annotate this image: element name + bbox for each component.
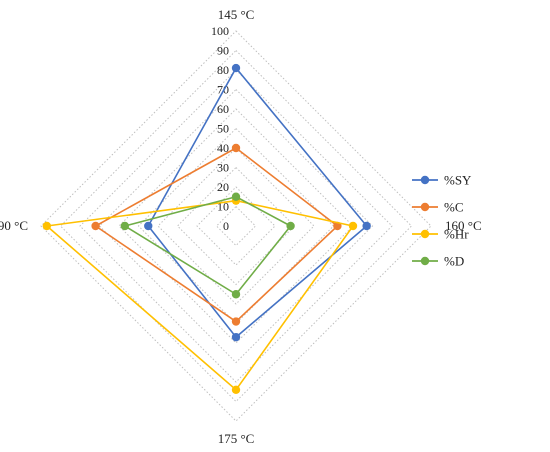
data-point-2-2 (231, 385, 241, 394)
grid-ring-70 (98, 88, 374, 364)
grid-ring-10 (215, 205, 257, 247)
series-line-3 (124, 195, 292, 296)
series-0 (144, 63, 371, 342)
grid-ring-30 (176, 166, 296, 286)
legend-marker-1 (420, 202, 430, 212)
grid-ring-50 (137, 127, 335, 325)
data-point-3-1 (286, 221, 295, 231)
data-point-2-1 (348, 221, 358, 231)
tick-label-40: 40 (217, 141, 229, 155)
legend: %SY %C %Hr %D (412, 173, 472, 269)
tick-label-90: 90 (217, 44, 229, 58)
axis-label-1: 160 °C (445, 218, 482, 233)
legend-label-2: %Hr (444, 227, 469, 242)
data-point-0-0 (231, 63, 241, 73)
grid-ring-80 (79, 69, 393, 383)
tick-label-100: 100 (211, 24, 229, 38)
legend-marker-3 (420, 256, 430, 266)
grid-ring-40 (157, 147, 315, 305)
series-1 (91, 143, 342, 326)
axis-label-0: 145 °C (218, 7, 255, 22)
tick-label-0: 0 (223, 219, 229, 233)
series-3 (120, 192, 295, 299)
legend-item-3: %D (412, 254, 464, 269)
legend-marker-2 (420, 229, 430, 239)
legend-marker-0 (420, 175, 430, 185)
legend-label-3: %D (444, 254, 464, 269)
data-point-3-2 (231, 290, 241, 299)
legend-label-1: %C (444, 200, 464, 215)
legend-item-0: %SY (412, 173, 472, 188)
legend-label-0: %SY (444, 173, 472, 188)
data-point-3-3 (120, 221, 130, 231)
data-point-1-2 (231, 317, 241, 326)
tick-label-60: 60 (217, 102, 229, 116)
tick-label-50: 50 (217, 122, 229, 136)
category-axis-labels: 145 °C 160 °C 175 °C 190 °C (0, 7, 482, 446)
series-lines (42, 63, 371, 394)
grid-ring-90 (59, 49, 413, 403)
data-point-0-1 (362, 221, 371, 231)
data-point-1-3 (91, 221, 100, 231)
data-point-3-0 (231, 192, 241, 201)
data-point-1-0 (231, 143, 241, 153)
data-point-1-1 (333, 221, 342, 231)
axis-label-3: 190 °C (0, 218, 28, 233)
legend-item-1: %C (412, 200, 464, 215)
series-2 (42, 196, 358, 394)
data-point-0-2 (231, 332, 241, 342)
legend-item-2: %Hr (412, 227, 469, 242)
series-line-0 (147, 67, 368, 338)
axis-label-2: 175 °C (218, 431, 255, 446)
tick-label-30: 30 (217, 161, 229, 175)
radar-grid (40, 30, 432, 422)
data-point-2-3 (42, 221, 52, 231)
data-point-0-3 (144, 221, 153, 231)
tick-label-20: 20 (217, 180, 229, 194)
tick-label-80: 80 (217, 63, 229, 77)
